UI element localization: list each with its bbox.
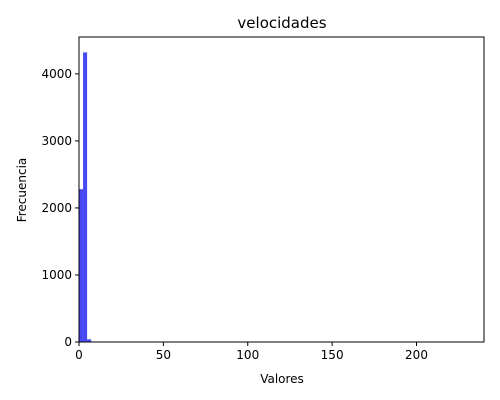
y-tick-label: 3000	[41, 134, 72, 148]
histogram-bar	[87, 339, 92, 342]
y-tick-label: 2000	[41, 201, 72, 215]
y-tick-label: 1000	[41, 268, 72, 282]
histogram-bar	[79, 189, 84, 342]
y-axis-ticks: 0 1000 2000 3000 4000	[41, 67, 79, 349]
plot-frame	[78, 36, 485, 343]
histogram-bar	[83, 52, 88, 343]
x-tick-label: 50	[156, 348, 171, 362]
x-axis-label: Valores	[260, 372, 304, 386]
x-tick-label: 0	[75, 348, 83, 362]
x-tick-label: 150	[321, 348, 344, 362]
chart-title: velocidades	[237, 14, 326, 32]
bars-group	[79, 52, 96, 343]
x-tick-label: 200	[405, 348, 428, 362]
x-axis-ticks: 0 50 100 150 200	[75, 342, 428, 362]
y-tick-label: 0	[64, 335, 72, 349]
x-tick-label: 100	[236, 348, 259, 362]
y-tick-label: 4000	[41, 67, 72, 81]
y-axis-label: Frecuencia	[15, 158, 29, 223]
